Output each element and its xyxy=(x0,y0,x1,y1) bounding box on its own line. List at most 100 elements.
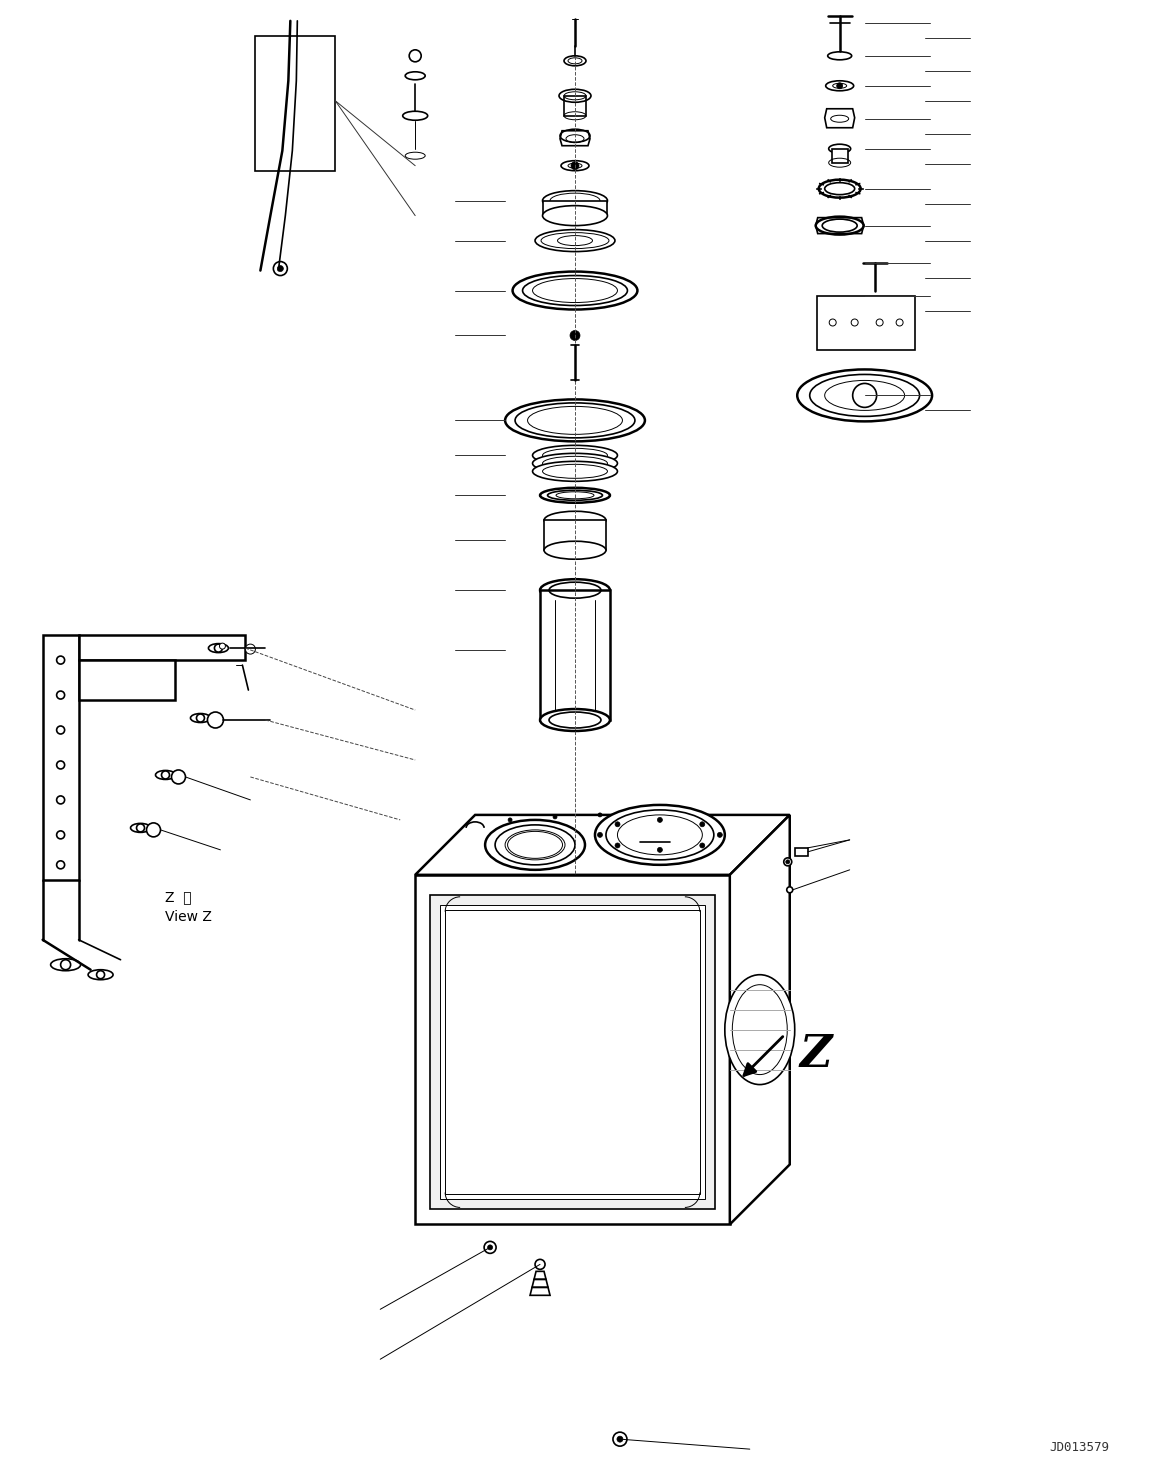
Text: Z: Z xyxy=(800,1033,832,1077)
Ellipse shape xyxy=(540,710,610,732)
Ellipse shape xyxy=(544,511,605,529)
Circle shape xyxy=(784,858,792,865)
Circle shape xyxy=(56,796,64,804)
Circle shape xyxy=(700,821,704,827)
Polygon shape xyxy=(817,295,915,351)
Ellipse shape xyxy=(190,714,211,723)
Circle shape xyxy=(615,843,620,848)
Ellipse shape xyxy=(816,216,863,235)
Ellipse shape xyxy=(485,820,585,870)
Circle shape xyxy=(786,859,790,864)
Circle shape xyxy=(488,1244,493,1250)
Ellipse shape xyxy=(535,229,615,251)
Polygon shape xyxy=(543,201,607,216)
Circle shape xyxy=(161,771,169,779)
Circle shape xyxy=(245,643,256,654)
Circle shape xyxy=(571,162,579,170)
Circle shape xyxy=(897,319,904,326)
Circle shape xyxy=(837,82,843,88)
Ellipse shape xyxy=(89,970,113,980)
Ellipse shape xyxy=(595,805,725,865)
Polygon shape xyxy=(256,35,335,170)
Ellipse shape xyxy=(828,51,852,60)
Text: View Z: View Z xyxy=(166,909,213,924)
Circle shape xyxy=(197,714,205,723)
Ellipse shape xyxy=(798,369,932,422)
Circle shape xyxy=(615,821,620,827)
Polygon shape xyxy=(78,635,245,660)
Circle shape xyxy=(410,50,421,62)
Ellipse shape xyxy=(818,179,861,198)
Ellipse shape xyxy=(567,163,582,167)
Circle shape xyxy=(97,971,105,978)
Circle shape xyxy=(657,817,662,823)
Circle shape xyxy=(552,815,557,818)
Ellipse shape xyxy=(564,56,586,66)
Polygon shape xyxy=(440,905,704,1199)
Ellipse shape xyxy=(725,975,794,1084)
Circle shape xyxy=(717,833,723,837)
Ellipse shape xyxy=(495,826,576,865)
Circle shape xyxy=(535,1259,546,1269)
Ellipse shape xyxy=(540,579,610,601)
Ellipse shape xyxy=(130,824,151,833)
Circle shape xyxy=(56,861,64,868)
Ellipse shape xyxy=(605,809,714,859)
Ellipse shape xyxy=(51,959,81,971)
Circle shape xyxy=(277,266,283,272)
Polygon shape xyxy=(430,895,715,1209)
Ellipse shape xyxy=(832,84,847,88)
Circle shape xyxy=(137,824,145,831)
Circle shape xyxy=(829,319,836,326)
Polygon shape xyxy=(78,660,175,701)
Ellipse shape xyxy=(533,461,617,482)
Ellipse shape xyxy=(542,191,608,210)
Circle shape xyxy=(508,818,512,821)
Circle shape xyxy=(700,843,704,848)
Circle shape xyxy=(597,833,602,837)
Ellipse shape xyxy=(559,90,590,103)
Circle shape xyxy=(214,643,222,652)
Ellipse shape xyxy=(505,400,645,441)
Ellipse shape xyxy=(548,491,602,501)
Circle shape xyxy=(570,331,580,341)
Circle shape xyxy=(787,887,793,893)
Ellipse shape xyxy=(208,643,228,652)
Circle shape xyxy=(274,261,288,276)
Ellipse shape xyxy=(403,112,428,120)
Circle shape xyxy=(56,726,64,734)
Polygon shape xyxy=(544,520,605,551)
Circle shape xyxy=(613,1432,627,1445)
Circle shape xyxy=(220,643,226,649)
Ellipse shape xyxy=(405,72,425,79)
Circle shape xyxy=(599,812,602,817)
Circle shape xyxy=(853,383,877,407)
Ellipse shape xyxy=(829,144,851,153)
Circle shape xyxy=(207,712,223,729)
Circle shape xyxy=(56,657,64,664)
Polygon shape xyxy=(416,876,730,1224)
Circle shape xyxy=(171,770,185,784)
Circle shape xyxy=(876,319,883,326)
Ellipse shape xyxy=(533,445,617,466)
Ellipse shape xyxy=(542,206,608,226)
Circle shape xyxy=(56,831,64,839)
Circle shape xyxy=(61,959,70,970)
Circle shape xyxy=(657,848,662,852)
Circle shape xyxy=(146,823,160,837)
Polygon shape xyxy=(730,815,790,1224)
Circle shape xyxy=(852,319,859,326)
Circle shape xyxy=(56,690,64,699)
Ellipse shape xyxy=(533,454,617,473)
Ellipse shape xyxy=(544,541,605,560)
Circle shape xyxy=(617,1437,623,1443)
Ellipse shape xyxy=(155,770,175,780)
Text: Z  視: Z 視 xyxy=(166,890,192,903)
Ellipse shape xyxy=(561,129,590,142)
Circle shape xyxy=(485,1241,496,1253)
Polygon shape xyxy=(416,815,790,876)
Polygon shape xyxy=(540,591,610,720)
Text: JD013579: JD013579 xyxy=(1050,1441,1110,1454)
Polygon shape xyxy=(832,148,847,163)
Ellipse shape xyxy=(512,272,638,310)
